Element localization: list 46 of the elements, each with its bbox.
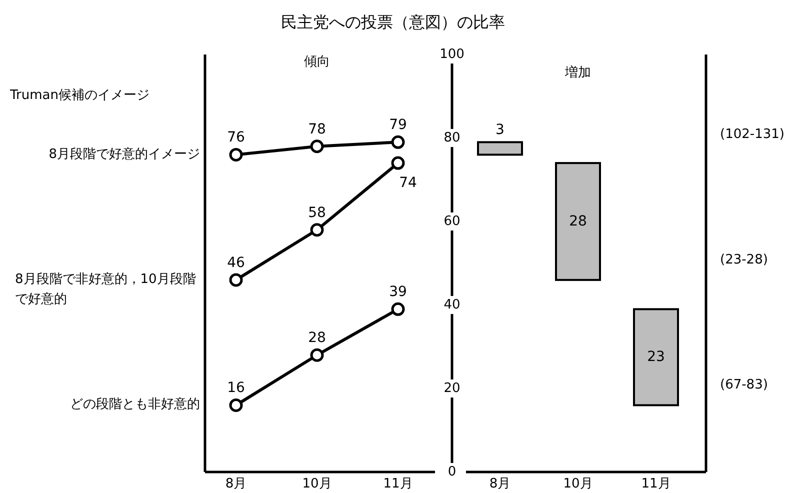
data-label: 78	[308, 121, 326, 138]
x-tick-label: 11月	[641, 476, 671, 492]
y-tick-label: 100	[440, 47, 464, 62]
y-tick-label: 40	[444, 298, 460, 312]
x-tick-label: 8月	[489, 476, 511, 492]
data-label: 16	[227, 380, 245, 396]
x-tick-label: 8月	[225, 476, 247, 492]
data-label: 28	[569, 214, 587, 230]
point	[229, 148, 243, 162]
chart-subtitle: 傾向	[304, 54, 330, 70]
data-label: 39	[389, 284, 407, 300]
text: (102-131)	[720, 127, 784, 142]
data-label: 3	[496, 122, 504, 138]
text: (67-83)	[720, 378, 768, 393]
legend-title: Truman候補のイメージ	[10, 87, 150, 105]
bar	[555, 162, 601, 281]
data-label: 76	[227, 130, 245, 146]
x-tick-label: 10月	[302, 476, 332, 492]
point	[310, 223, 324, 237]
bar	[477, 141, 523, 156]
chart-title: 民主党への投票（意図）の比率	[281, 12, 505, 32]
bar	[633, 308, 679, 406]
point	[391, 135, 405, 149]
text: 8月段階で非好意的，10月段階で好意的	[15, 270, 197, 309]
text: 8月段階で好意的イメージ	[48, 146, 200, 164]
data-label: 23	[647, 349, 665, 366]
point	[310, 348, 324, 362]
point	[391, 156, 405, 170]
x-tick-label: 11月	[383, 476, 413, 492]
y-tick-label: 20	[444, 381, 460, 396]
data-label: 74	[399, 175, 417, 192]
x-tick-label: 10月	[563, 476, 593, 492]
text: 増加	[564, 64, 591, 80]
point	[391, 302, 405, 316]
point	[229, 273, 243, 287]
data-label: 58	[308, 204, 326, 221]
y-tick-label: 80	[444, 130, 460, 146]
point	[229, 398, 243, 412]
point	[310, 140, 324, 154]
text: どの段階とも非好意的	[70, 396, 200, 414]
y-tick-label: 0	[448, 464, 456, 480]
data-label: 79	[389, 117, 407, 134]
y-tick-label: 60	[444, 214, 460, 229]
text: (23-28)	[720, 252, 768, 268]
data-label: 28	[308, 330, 326, 346]
data-label: 46	[227, 254, 245, 271]
